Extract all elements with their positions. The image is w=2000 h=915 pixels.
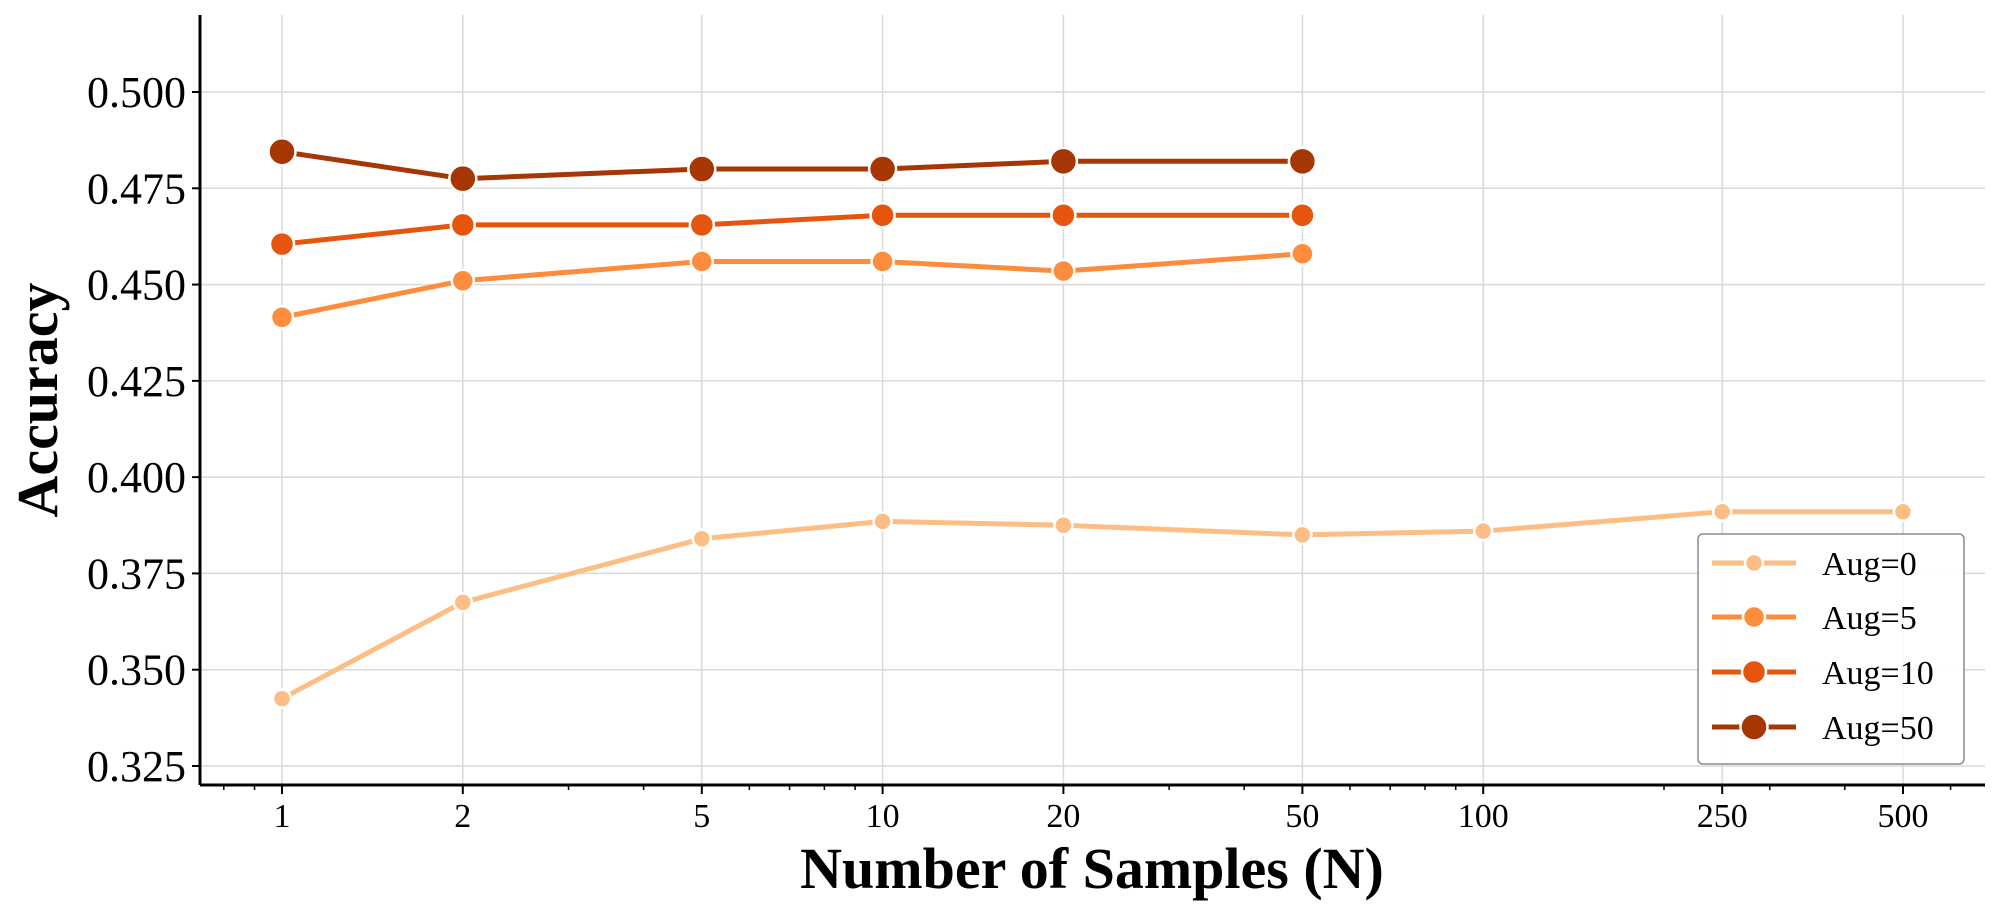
data-point (448, 163, 478, 194)
legend-item: Aug=0 (1712, 546, 1917, 583)
data-point (870, 249, 895, 274)
x-tick-label: 10 (866, 798, 900, 835)
legend-label: Aug=5 (1822, 600, 1917, 637)
x-tick-label: 20 (1046, 798, 1080, 835)
data-point (689, 249, 715, 274)
data-point (1051, 258, 1076, 284)
legend-item: Aug=10 (1712, 655, 1934, 692)
y-tick-label: 0.500 (87, 68, 186, 117)
legend-item: Aug=5 (1712, 600, 1917, 637)
data-point (872, 511, 893, 532)
data-point (1711, 501, 1733, 523)
x-tick-label: 100 (1458, 798, 1509, 835)
x-tick-label: 1 (274, 798, 291, 835)
data-point (1050, 201, 1077, 229)
x-tick-label: 50 (1285, 798, 1319, 835)
axes (192, 15, 1985, 794)
data-point (688, 211, 716, 239)
data-point (867, 154, 898, 184)
y-tick-label: 0.475 (87, 164, 186, 213)
data-point (687, 154, 717, 184)
data-point (449, 211, 477, 239)
x-tick-label: 2 (454, 798, 471, 835)
data-point (268, 230, 296, 258)
data-point (1289, 201, 1316, 229)
grid-lines (200, 15, 1985, 785)
y-tick-label: 0.350 (87, 646, 186, 695)
x-tick-label: 500 (1878, 798, 1929, 835)
data-point (1292, 524, 1313, 546)
data-point (269, 305, 295, 330)
x-tick-label: 250 (1697, 798, 1748, 835)
data-point (1048, 146, 1079, 177)
data-point (1053, 515, 1074, 536)
series-Aug=0 (271, 501, 1914, 709)
tick-labels: 0.325 0.350 0.375 0.400 0.425 0.450 0.475 0.500… (87, 68, 1929, 835)
x-tick-label: 5 (693, 798, 710, 835)
data-point (1287, 146, 1318, 177)
legend-item: Aug=50 (1712, 710, 1934, 747)
data-point (869, 201, 896, 229)
data-point (267, 136, 297, 167)
y-tick-label: 0.425 (87, 357, 186, 406)
series-Aug=5 (269, 241, 1315, 330)
x-axis-label: Number of Samples (N) (800, 836, 1384, 901)
y-tick-label: 0.325 (87, 742, 186, 791)
legend-label: Aug=10 (1822, 655, 1934, 692)
series-Aug=50 (267, 136, 1318, 194)
y-tick-label: 0.400 (87, 453, 186, 502)
legend-marker (1743, 552, 1765, 574)
series-line (281, 251, 1303, 320)
data-point (450, 268, 476, 293)
data-point (1290, 241, 1315, 267)
data-point (1892, 501, 1914, 523)
legend-label: Aug=0 (1822, 546, 1917, 583)
legend-box (1697, 533, 1965, 765)
series-line (281, 212, 1303, 247)
y-tick-label: 0.450 (87, 261, 186, 310)
y-tick-label: 0.375 (87, 549, 186, 598)
legend: Aug=0 Aug=5 Aug=10 Aug=50 (1697, 533, 1965, 765)
legend-marker (1741, 604, 1767, 630)
series-lines (267, 136, 1914, 709)
legend-marker (1740, 658, 1768, 686)
series-line (280, 509, 1903, 701)
data-point (271, 688, 293, 709)
data-point (1472, 520, 1494, 542)
data-point (691, 528, 713, 550)
y-axis-label: Accuracy (5, 282, 70, 517)
data-point (452, 592, 474, 613)
series-line (281, 149, 1303, 182)
series-Aug=10 (268, 201, 1316, 258)
legend-marker (1739, 712, 1769, 742)
legend-label: Aug=50 (1822, 710, 1934, 747)
